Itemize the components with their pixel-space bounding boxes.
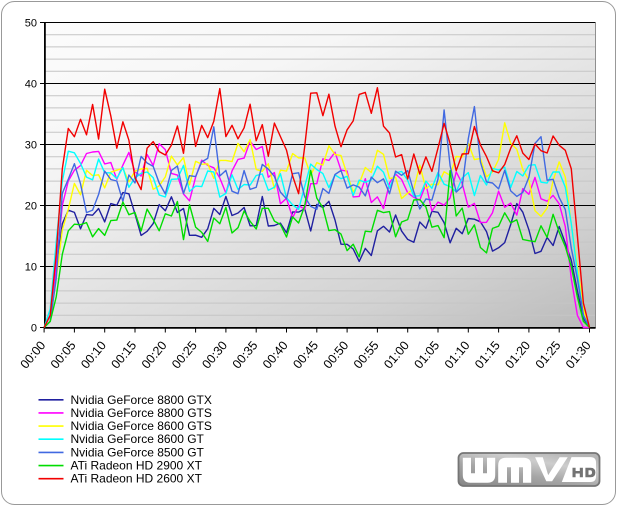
svg-text:50: 50 — [25, 17, 37, 29]
svg-text:Nvidia GeForce 8800 GTS: Nvidia GeForce 8800 GTS — [71, 406, 212, 420]
svg-text:0: 0 — [31, 322, 37, 334]
svg-text:Nvidia GeForce 8600 GTS: Nvidia GeForce 8600 GTS — [71, 419, 212, 433]
svg-text:40: 40 — [25, 78, 37, 90]
svg-text:30: 30 — [25, 139, 37, 151]
svg-text:ATi Radeon HD 2900 XT: ATi Radeon HD 2900 XT — [71, 459, 203, 473]
svg-text:Nvidia GeForce 8600 GT: Nvidia GeForce 8600 GT — [71, 432, 205, 446]
svg-text:20: 20 — [25, 200, 37, 212]
svg-text:Nvidia GeForce 8500 GT: Nvidia GeForce 8500 GT — [71, 445, 205, 459]
svg-text:ATi Radeon HD 2600 XT: ATi Radeon HD 2600 XT — [71, 472, 203, 486]
svg-text:Nvidia GeForce 8800 GTX: Nvidia GeForce 8800 GTX — [71, 393, 212, 407]
svg-text:10: 10 — [25, 261, 37, 273]
